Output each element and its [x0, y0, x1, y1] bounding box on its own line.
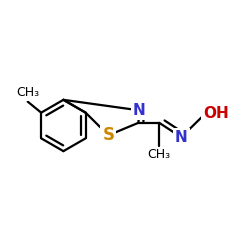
Text: CH₃: CH₃ — [16, 86, 39, 99]
Text: OH: OH — [203, 106, 229, 121]
Text: N: N — [133, 103, 145, 118]
Text: N: N — [175, 130, 188, 145]
Text: CH₃: CH₃ — [148, 148, 171, 162]
Text: S: S — [102, 126, 115, 144]
